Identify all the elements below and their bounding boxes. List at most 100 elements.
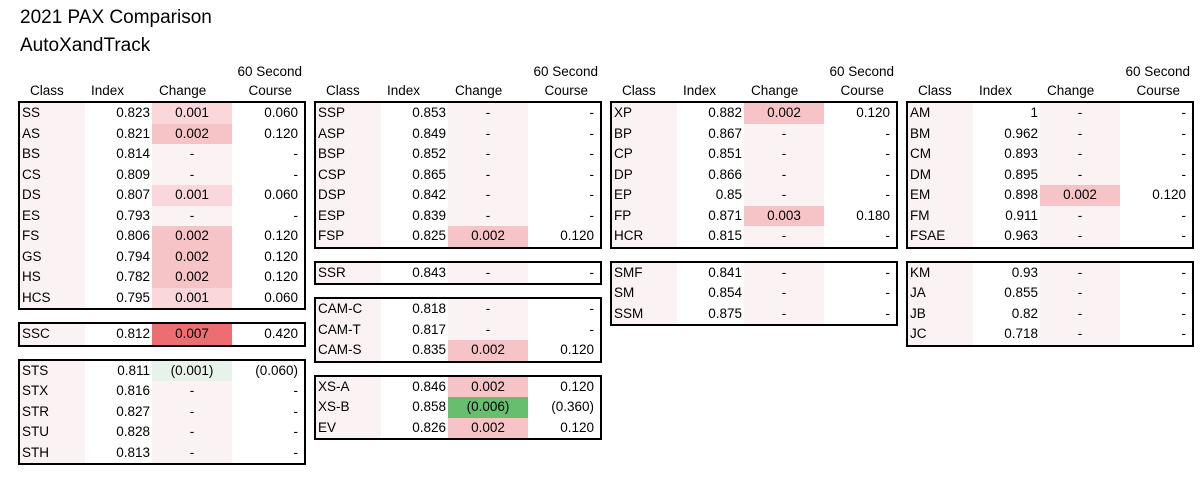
index-cell: 0.871 [677, 205, 744, 226]
index-cell: 0.835 [381, 340, 448, 361]
course-cell: - [1120, 144, 1192, 165]
course-cell: - [528, 262, 600, 283]
index-cell: 0.817 [381, 319, 448, 340]
class-cell: DS [20, 185, 85, 206]
table-row: ASP 0.849- - [316, 123, 600, 144]
index-cell: 0.806 [85, 226, 152, 247]
class-cell: AS [20, 123, 85, 144]
header-index: Index [387, 83, 421, 98]
change-cell: 0.002 [152, 123, 232, 144]
table-row: FM 0.911- - [908, 205, 1192, 226]
course-cell: (0.060) [232, 360, 304, 381]
class-group-table: CAM-C 0.818- - CAM-T 0.817- - CAM-S 0.835 0.002 0… [314, 297, 602, 363]
course-cell: - [232, 442, 304, 463]
header-course-bottom: Course [840, 83, 884, 98]
index-cell: 0.895 [973, 164, 1040, 185]
index-cell: 0.855 [973, 283, 1040, 304]
header-change: Change [159, 83, 207, 98]
class-cell: DP [612, 164, 677, 185]
change-cell: - [448, 103, 528, 124]
course-cell: 0.120 [232, 123, 304, 144]
course-cell: - [824, 123, 896, 144]
class-cell: STU [20, 422, 85, 443]
course-cell: 0.060 [232, 287, 304, 308]
course-cell: - [824, 164, 896, 185]
change-cell: - [1040, 324, 1120, 345]
table-row: FSP 0.825 0.002 0.120 [316, 226, 600, 247]
index-cell: 0.865 [381, 164, 448, 185]
class-cell: DM [908, 164, 973, 185]
course-cell: - [232, 164, 304, 185]
table-row: BS 0.814- - [20, 144, 304, 165]
index-cell: 0.718 [973, 324, 1040, 345]
change-cell: - [1040, 144, 1120, 165]
table-row: DSP 0.842- - [316, 185, 600, 206]
class-group-table: XP 0.882 0.002 0.120 BP 0.867- - CP 0.851- - DP 0.8… [610, 101, 898, 249]
class-group-table: XS-A 0.846 0.002 0.120 XS-B 0.858 (0.006) (0.36… [314, 374, 602, 440]
class-cell: ESP [316, 205, 381, 226]
course-cell: - [528, 123, 600, 144]
course-cell: - [232, 381, 304, 402]
course-cell: - [1120, 303, 1192, 324]
class-cell: CAM-T [316, 319, 381, 340]
header-change: Change [751, 83, 799, 98]
class-cell: FM [908, 205, 973, 226]
change-cell: 0.001 [152, 287, 232, 308]
index-cell: 0.828 [85, 422, 152, 443]
index-cell: 0.816 [85, 381, 152, 402]
index-cell: 0.893 [973, 144, 1040, 165]
table-row: SSC 0.812 0.007 0.420 [20, 324, 304, 345]
class-cell: SSC [20, 324, 85, 345]
class-cell: BP [612, 123, 677, 144]
column-header: Class Index Change 60 Second Course [906, 60, 1190, 101]
page-subtitle: AutoXandTrack [20, 35, 151, 56]
table-row: FS 0.806 0.002 0.120 [20, 226, 304, 247]
course-cell: - [232, 422, 304, 443]
class-cell: FSP [316, 226, 381, 247]
class-cell: CM [908, 144, 973, 165]
index-cell: 0.85 [677, 185, 744, 206]
table-row: JA 0.855- - [908, 283, 1192, 304]
course-cell: - [824, 303, 896, 324]
change-cell: - [152, 422, 232, 443]
change-cell: - [152, 205, 232, 226]
change-cell: - [152, 381, 232, 402]
course-cell: 0.060 [232, 185, 304, 206]
table-row: GS 0.794 0.002 0.120 [20, 246, 304, 267]
change-cell: - [1040, 226, 1120, 247]
table-row: BM 0.962- - [908, 123, 1192, 144]
class-cell: CP [612, 144, 677, 165]
change-cell: 0.001 [152, 185, 232, 206]
table-row: EP 0.85- - [612, 185, 896, 206]
course-cell: - [1120, 205, 1192, 226]
index-cell: 0.793 [85, 205, 152, 226]
table-row: STH 0.813- - [20, 442, 304, 463]
table-row: HCR 0.815- - [612, 226, 896, 247]
course-cell: (0.360) [528, 397, 600, 418]
table-row: STR 0.827- - [20, 401, 304, 422]
index-cell: 0.82 [973, 303, 1040, 324]
change-cell: - [1040, 283, 1120, 304]
index-cell: 0.811 [85, 360, 152, 381]
course-cell: - [824, 185, 896, 206]
class-cell: SS [20, 103, 85, 124]
header-change: Change [1047, 83, 1095, 98]
class-cell: ASP [316, 123, 381, 144]
index-cell: 0.911 [973, 205, 1040, 226]
column-group-2: Class Index Change 60 Second Course SSP 0.853-… [314, 60, 602, 440]
table-row: AS 0.821 0.002 0.120 [20, 123, 304, 144]
column-header: Class Index Change 60 Second Course [610, 60, 894, 101]
class-cell: HS [20, 267, 85, 288]
course-cell: 0.120 [528, 417, 600, 438]
course-cell: - [528, 164, 600, 185]
class-cell: EV [316, 417, 381, 438]
table-row: AM 1- - [908, 103, 1192, 124]
header-change: Change [455, 83, 503, 98]
change-cell: - [448, 262, 528, 283]
column-header: Class Index Change 60 Second Course [314, 60, 598, 101]
table-row: CSP 0.865- - [316, 164, 600, 185]
header-index: Index [91, 83, 125, 98]
table-row: CM 0.893- - [908, 144, 1192, 165]
class-cell: STR [20, 401, 85, 422]
column-group-4: Class Index Change 60 Second Course AM 1- - BM 0.… [906, 60, 1194, 347]
